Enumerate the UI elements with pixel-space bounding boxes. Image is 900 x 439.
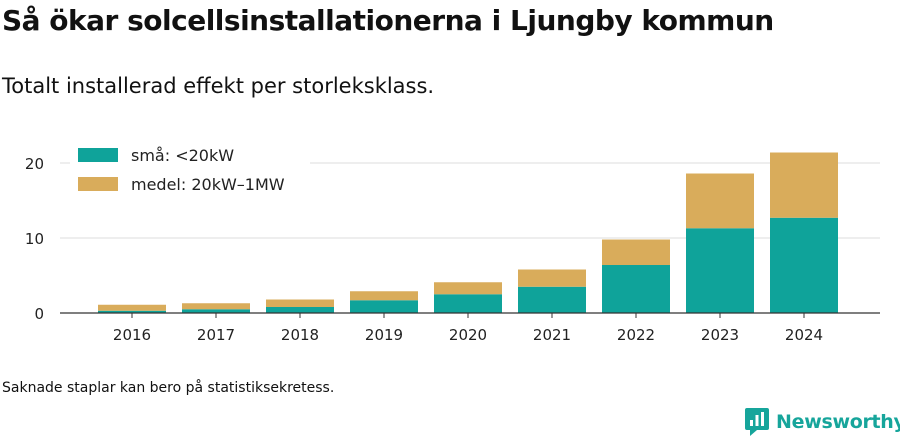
newsworthy-logo-icon	[745, 408, 769, 436]
legend-label-0: små: <20kW	[131, 146, 234, 165]
bar-2024-series-1	[770, 152, 838, 218]
legend-label-1: medel: 20kW–1MW	[131, 175, 285, 194]
bar-2023-series-1	[686, 173, 754, 229]
y-tick-label: 0	[34, 305, 44, 323]
bar-2018-series-1	[266, 299, 334, 307]
legend-swatch-0	[78, 148, 118, 162]
bar-2021-series-0	[518, 286, 586, 313]
bar-2020-series-0	[434, 294, 502, 313]
x-axis-ticks: 2016 2017 2018 2019 2020 2021 2022 2023 2024	[113, 313, 823, 344]
y-tick-label: 10	[25, 230, 44, 248]
bar-2017-series-0	[182, 309, 250, 313]
bar-2016-series-1	[98, 304, 166, 311]
bar-2021-series-1	[518, 269, 586, 287]
y-tick-label: 20	[25, 155, 44, 173]
x-tick-label-2022: 2022	[617, 326, 655, 344]
footnote: Saknade staplar kan bero på statistiksek…	[2, 380, 335, 396]
bar-2019-series-1	[350, 291, 418, 301]
bar-2024-series-0	[770, 217, 838, 313]
newsworthy-logo: Newsworthy	[744, 406, 900, 438]
bar-2022-series-1	[602, 239, 670, 265]
bar-2022-series-0	[602, 265, 670, 313]
x-tick-label-2020: 2020	[449, 326, 487, 344]
x-tick-label-2018: 2018	[281, 326, 319, 344]
x-tick-label-2019: 2019	[365, 326, 403, 344]
x-tick-label-2021: 2021	[533, 326, 571, 344]
chart-title: Så ökar solcellsinstallationerna i Ljung…	[2, 4, 774, 37]
bar-2016-series-0	[98, 310, 166, 313]
bar-2017-series-1	[182, 303, 250, 310]
x-tick-label-2023: 2023	[701, 326, 739, 344]
bars	[98, 152, 838, 313]
x-tick-label-2016: 2016	[113, 326, 151, 344]
legend-swatch-1	[78, 177, 118, 191]
x-tick-label-2017: 2017	[197, 326, 235, 344]
legend: små: <20kW medel: 20kW–1MW	[70, 142, 310, 204]
bar-2023-series-0	[686, 228, 754, 313]
chart-subtitle: Totalt installerad effekt per storlekskl…	[2, 74, 435, 98]
x-tick-label-2024: 2024	[785, 326, 823, 344]
bar-2020-series-1	[434, 282, 502, 295]
newsworthy-logo-text: Newsworthy	[776, 411, 900, 433]
bar-2019-series-0	[350, 300, 418, 313]
bar-2018-series-0	[266, 307, 334, 313]
